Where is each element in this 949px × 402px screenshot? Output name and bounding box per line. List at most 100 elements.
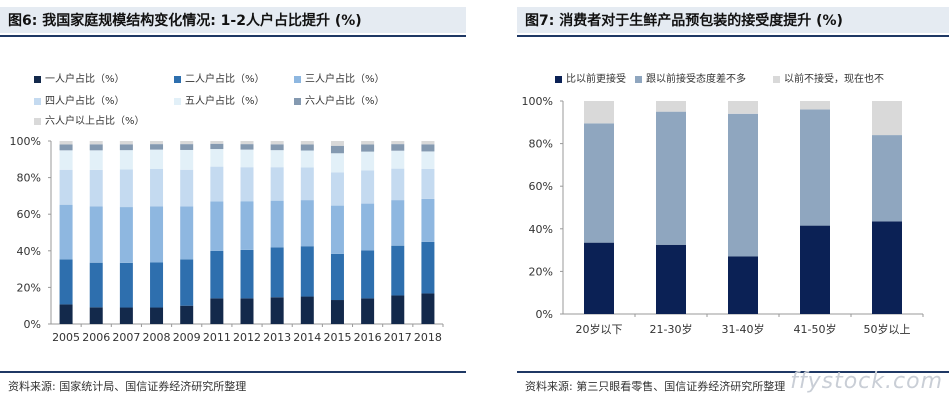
watermark: ffystock.com xyxy=(790,369,943,394)
legend-label: 三人户占比（%） xyxy=(305,74,385,85)
x-tick-label: 2005 xyxy=(52,331,80,344)
bar-segment xyxy=(119,207,133,263)
bar-segment xyxy=(270,200,284,248)
figure-7-top-rule xyxy=(517,35,949,37)
legend-item: 四人户占比（%） xyxy=(34,92,125,107)
bar-segment xyxy=(150,149,164,169)
legend-swatch xyxy=(174,97,181,105)
bar-segment xyxy=(210,298,224,324)
bar-segment xyxy=(361,141,375,145)
legend-label: 一人户占比（%） xyxy=(45,74,125,85)
bar-segment xyxy=(330,300,344,324)
x-tick-label: 2018 xyxy=(414,331,442,344)
x-tick-label: 50岁以上 xyxy=(864,322,911,336)
bar-segment xyxy=(89,307,103,324)
bar-segment xyxy=(330,172,344,206)
y-tick-label: 0% xyxy=(536,308,553,321)
figure-7-title: 图7: 消费者对于生鲜产品预包装的接受度提升 (%) xyxy=(525,13,843,29)
bar-segment xyxy=(872,221,902,314)
legend-label: 六人户以上占比（%） xyxy=(45,116,145,127)
bar-segment xyxy=(180,305,194,324)
y-tick-label: 80% xyxy=(529,138,553,151)
figure-6-top-rule xyxy=(0,35,466,37)
legend-swatch xyxy=(294,75,301,83)
figure-6-bottom-rule xyxy=(0,371,466,373)
bar-segment xyxy=(656,101,686,112)
bar-segment xyxy=(180,206,194,260)
legend-swatch xyxy=(294,97,301,105)
y-tick-label: 100% xyxy=(522,95,553,108)
x-tick-label: 2007 xyxy=(112,331,140,344)
bar-segment xyxy=(210,201,224,251)
bar-segment xyxy=(240,144,254,150)
figure-6-panel: 图6: 我国家庭规模结构变化情况: 1-2人户占比提升 (%) 一人户占比（%）… xyxy=(0,0,466,402)
legend-item: 六人户以上占比（%） xyxy=(34,112,145,127)
bar-segment xyxy=(119,141,133,145)
bar-segment xyxy=(300,141,314,145)
bar-segment xyxy=(150,307,164,324)
bar-segment xyxy=(421,144,435,152)
bar-segment xyxy=(59,259,73,305)
x-tick-label: 2012 xyxy=(233,331,261,344)
bar-segment xyxy=(270,141,284,145)
legend-swatch xyxy=(34,117,41,125)
legend-label: 二人户占比（%） xyxy=(185,74,265,85)
bar-segment xyxy=(391,200,405,246)
bar-segment xyxy=(361,298,375,324)
bar-segment xyxy=(421,151,435,169)
y-tick-label: 60% xyxy=(529,180,553,193)
bar-segment xyxy=(300,167,314,201)
bar-segment xyxy=(270,150,284,168)
bar-segment xyxy=(210,166,224,202)
x-tick-label: 2015 xyxy=(323,331,351,344)
legend-item: 三人户占比（%） xyxy=(294,70,385,85)
bar-segment xyxy=(150,262,164,308)
bar-segment xyxy=(270,247,284,298)
bar-segment xyxy=(180,141,194,145)
bar-segment xyxy=(361,250,375,299)
bar-segment xyxy=(180,144,194,150)
bar-segment xyxy=(240,249,254,299)
bar-segment xyxy=(59,150,73,170)
legend-item: 以前不接受，现在也不 xyxy=(773,70,884,85)
bar-segment xyxy=(421,168,435,199)
bar-segment xyxy=(150,168,164,207)
legend-item: 五人户占比（%） xyxy=(174,92,265,107)
legend-item: 二人户占比（%） xyxy=(174,70,265,85)
bar-segment xyxy=(240,167,254,202)
bar-segment xyxy=(330,153,344,173)
figure-7-panel: 图7: 消费者对于生鲜产品预包装的接受度提升 (%) 比以前更接受 跟以前接受态度… xyxy=(517,0,949,402)
legend-swatch xyxy=(773,75,780,83)
bar-segment xyxy=(210,143,224,150)
x-tick-label: 2017 xyxy=(384,331,412,344)
bar-segment xyxy=(89,169,103,207)
bar-segment xyxy=(391,141,405,145)
x-tick-label: 2016 xyxy=(354,331,382,344)
bar-segment xyxy=(421,293,435,324)
legend-item: 六人户占比（%） xyxy=(294,92,385,107)
y-tick-label: 100% xyxy=(10,135,41,148)
bar-segment xyxy=(180,149,194,170)
figure-6-source: 资料来源: 国家统计局、国信证券经济研究所整理 xyxy=(8,380,247,393)
bar-segment xyxy=(210,250,224,299)
legend-swatch xyxy=(34,75,41,83)
bar-segment xyxy=(330,141,344,146)
bar-segment xyxy=(89,150,103,170)
bar-segment xyxy=(59,304,73,324)
bar-segment xyxy=(728,113,758,257)
figure-7-bottom-rule xyxy=(517,371,949,373)
legend-label: 比以前更接受 xyxy=(566,74,626,85)
x-tick-label: 2011 xyxy=(203,331,231,344)
figure-6-header: 图6: 我国家庭规模结构变化情况: 1-2人户占比提升 (%) xyxy=(0,7,466,33)
bar-segment xyxy=(300,200,314,247)
bar-segment xyxy=(728,101,758,114)
x-tick-label: 2006 xyxy=(82,331,110,344)
y-tick-label: 20% xyxy=(529,265,553,278)
bar-segment xyxy=(240,298,254,324)
figure-6-chart: 0%20%40%60%80%100%2005 2006 2007 2008 2009 20… xyxy=(10,135,444,344)
bar-segment xyxy=(391,295,405,324)
bar-segment xyxy=(119,262,133,308)
bar-segment xyxy=(59,144,73,151)
x-tick-label: 21-30岁 xyxy=(650,322,693,336)
bar-segment xyxy=(270,144,284,151)
